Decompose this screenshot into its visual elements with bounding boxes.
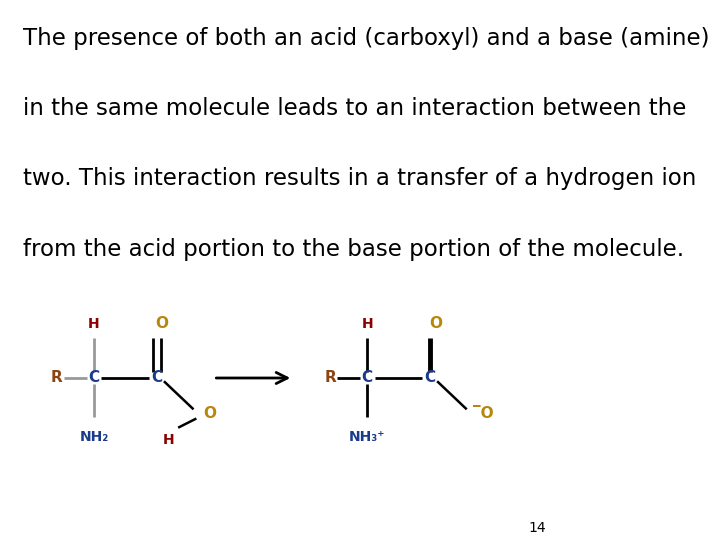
Text: ‾O: ‾O [474, 406, 494, 421]
Text: H: H [361, 317, 373, 331]
Text: H: H [163, 433, 175, 447]
Text: O: O [203, 406, 216, 421]
Text: H: H [88, 317, 100, 331]
Text: NH₂: NH₂ [79, 430, 109, 444]
Text: R: R [324, 370, 336, 386]
Text: R: R [51, 370, 63, 386]
Text: NH₃⁺: NH₃⁺ [349, 430, 385, 444]
Text: in the same molecule leads to an interaction between the: in the same molecule leads to an interac… [23, 97, 686, 120]
Text: C: C [424, 370, 436, 386]
Text: C: C [361, 370, 373, 386]
Text: The presence of both an acid (carboxyl) and a base (amine): The presence of both an acid (carboxyl) … [23, 27, 709, 50]
Text: C: C [89, 370, 99, 386]
Text: two. This interaction results in a transfer of a hydrogen ion: two. This interaction results in a trans… [23, 167, 696, 191]
Text: 14: 14 [528, 521, 546, 535]
Text: from the acid portion to the base portion of the molecule.: from the acid portion to the base portio… [23, 238, 684, 261]
Text: C: C [151, 370, 162, 386]
Text: O: O [156, 316, 168, 332]
Text: O: O [429, 316, 442, 332]
